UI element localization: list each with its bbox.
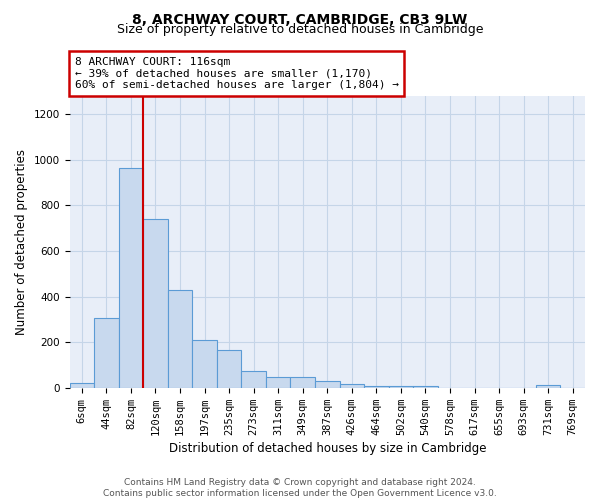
Bar [389,386,413,388]
Bar [536,385,560,388]
Text: 8, ARCHWAY COURT, CAMBRIDGE, CB3 9LW: 8, ARCHWAY COURT, CAMBRIDGE, CB3 9LW [133,12,467,26]
Text: 8 ARCHWAY COURT: 116sqm
← 39% of detached houses are smaller (1,170)
60% of semi: 8 ARCHWAY COURT: 116sqm ← 39% of detache… [74,57,398,90]
Bar [217,350,241,388]
Bar [143,219,168,388]
Bar [119,168,143,388]
Bar [266,377,290,388]
Text: Contains HM Land Registry data © Crown copyright and database right 2024.
Contai: Contains HM Land Registry data © Crown c… [103,478,497,498]
Bar [241,370,266,388]
Text: Size of property relative to detached houses in Cambridge: Size of property relative to detached ho… [117,22,483,36]
Bar [364,386,389,388]
Bar [168,290,192,388]
Bar [413,386,438,388]
Bar [340,384,364,388]
Bar [94,318,119,388]
X-axis label: Distribution of detached houses by size in Cambridge: Distribution of detached houses by size … [169,442,486,455]
Bar [70,383,94,388]
Bar [290,377,315,388]
Bar [192,340,217,388]
Y-axis label: Number of detached properties: Number of detached properties [15,149,28,335]
Bar [315,381,340,388]
